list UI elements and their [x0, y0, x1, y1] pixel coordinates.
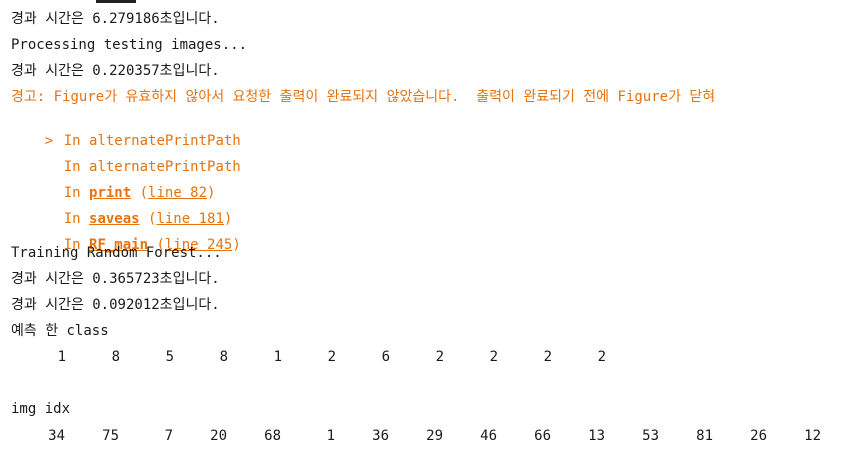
- predicted-class-value: 8: [111, 349, 120, 365]
- stack-func-link[interactable]: print: [89, 185, 132, 201]
- warning-message: 경고: Figure가 유효하지 않아서 요청한 출력이 완료되지 않았습니다.…: [11, 89, 716, 105]
- img-idx-row: 34 75 7 20 68 1 36 29 46 66 13 53 81 26 …: [0, 427, 841, 445]
- img-idx-value: 1: [326, 428, 335, 444]
- predicted-class-value: 2: [435, 349, 444, 365]
- img-idx-value: 26: [750, 428, 767, 444]
- stack-func: alternatePrintPath: [89, 133, 241, 149]
- img-idx-value: 13: [588, 428, 605, 444]
- img-idx-value: 68: [264, 428, 281, 444]
- stack-frame: In alternatePrintPath: [11, 140, 241, 175]
- stack-frame: In RF_main (line 245): [63, 237, 241, 253]
- img-idx-value: 81: [696, 428, 713, 444]
- clipped-previous-output: [96, 0, 136, 3]
- stack-line-link[interactable]: line 82: [148, 185, 208, 201]
- predicted-class-value: 2: [327, 349, 336, 365]
- predicted-class-value: 6: [381, 349, 390, 365]
- stack-line-link[interactable]: line 245: [164, 237, 233, 253]
- elapsed-time-line: 경과 시간은 6.279186초입니다.: [11, 11, 220, 27]
- stack-frame: In print (line 82): [63, 185, 216, 201]
- training-line: Training Random Forest...: [11, 245, 222, 261]
- in-word: In: [63, 133, 81, 149]
- predicted-class-value: 5: [165, 349, 174, 365]
- processing-line: Processing testing images...: [11, 37, 248, 53]
- stack-func: alternatePrintPath: [89, 159, 241, 175]
- predicted-class-value: 2: [597, 349, 606, 365]
- img-idx-value: 36: [372, 428, 389, 444]
- predicted-class-value: 8: [219, 349, 228, 365]
- predicted-class-value: 2: [489, 349, 498, 365]
- stack-func-link[interactable]: saveas: [89, 211, 140, 227]
- elapsed-time-line: 경과 시간은 0.365723초입니다.: [11, 271, 220, 287]
- elapsed-time-line: 경과 시간은 0.220357초입니다.: [11, 63, 220, 79]
- img-idx-value: 29: [426, 428, 443, 444]
- img-idx-value: 34: [48, 428, 65, 444]
- predicted-class-label: 예측 한 class: [11, 323, 109, 339]
- stack-frame: > In alternatePrintPath: [11, 114, 241, 149]
- img-idx-value: 75: [102, 428, 119, 444]
- img-idx-value: 7: [164, 428, 173, 444]
- predicted-class-row: 1 8 5 8 1 2 6 2 2 2 2: [0, 348, 841, 366]
- stack-func-link[interactable]: RF_main: [89, 237, 149, 253]
- stack-marker: >: [44, 133, 54, 149]
- elapsed-time-line: 경과 시간은 0.092012초입니다.: [11, 297, 220, 313]
- img-idx-label: img idx: [11, 401, 71, 417]
- predicted-class-value: 2: [543, 349, 552, 365]
- img-idx-value: 66: [534, 428, 551, 444]
- in-word: In: [63, 211, 81, 227]
- in-word: In: [63, 237, 81, 253]
- img-idx-value: 53: [642, 428, 659, 444]
- img-idx-value: 12: [804, 428, 821, 444]
- predicted-class-value: 1: [273, 349, 282, 365]
- predicted-class-value: 1: [57, 349, 66, 365]
- stack-frame: In saveas (line 181): [63, 211, 233, 227]
- in-word: In: [63, 159, 81, 175]
- img-idx-value: 20: [210, 428, 227, 444]
- img-idx-value: 46: [480, 428, 497, 444]
- in-word: In: [63, 185, 81, 201]
- stack-line-link[interactable]: line 181: [156, 211, 224, 227]
